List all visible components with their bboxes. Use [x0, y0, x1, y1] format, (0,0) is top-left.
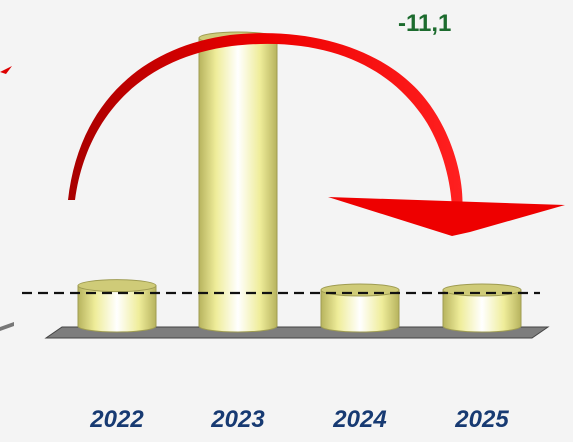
x-tick-2024: 2024: [333, 406, 387, 433]
x-tick-2022: 2022: [90, 406, 144, 433]
left-arrow-fragment: [0, 66, 12, 74]
bar-top-2025: [442, 283, 522, 297]
bar-2022: [77, 285, 157, 333]
x-tick-2023: 2023: [211, 406, 265, 433]
x-axis-tick-labels: 2022 2023 2024 2025: [0, 400, 573, 442]
decline-arrow-head: [328, 197, 565, 236]
bar-2024: [320, 289, 400, 333]
bar-2023: [198, 37, 278, 333]
bar-2025: [442, 289, 522, 333]
bar-top-2024: [320, 283, 400, 297]
left-floor-fragment: [0, 322, 14, 331]
x-tick-2025: 2025: [455, 406, 509, 433]
change-annotation: -11,1: [398, 10, 452, 37]
bar-top-2022: [77, 279, 157, 293]
